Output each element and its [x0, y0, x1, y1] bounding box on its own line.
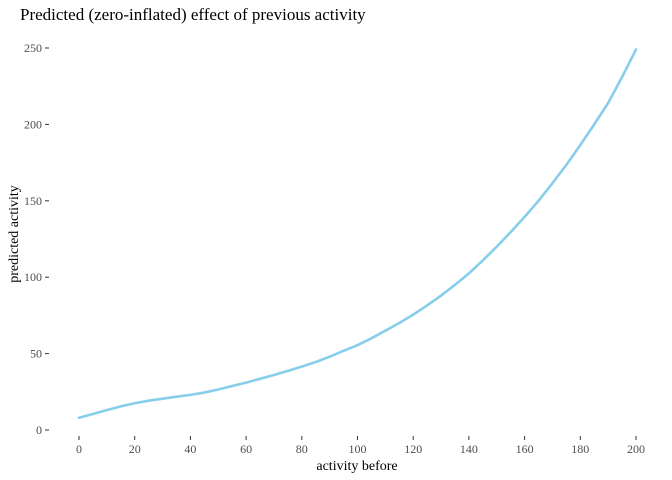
x-tick-label: 140 — [460, 442, 478, 456]
y-tick-label: 50 — [30, 347, 42, 361]
x-tick-label: 160 — [516, 442, 534, 456]
y-tick-label: 250 — [24, 41, 42, 55]
series-line — [77, 48, 638, 420]
y-tick-label: 100 — [24, 270, 42, 284]
plot-area — [77, 48, 638, 420]
axis-ticks: 0 20 40 60 80 100 120 140 160 180 200 0 50 100 150 200 2… — [24, 41, 645, 456]
y-tick-label: 200 — [24, 117, 42, 131]
x-tick-label: 20 — [129, 442, 141, 456]
x-tick-label: 40 — [184, 442, 196, 456]
x-axis-label: activity before — [316, 459, 397, 474]
x-tick-label: 200 — [627, 442, 645, 456]
x-tick-label: 120 — [404, 442, 422, 456]
chart-title: Predicted (zero-inflated) effect of prev… — [20, 5, 366, 24]
x-tick-label: 180 — [571, 442, 589, 456]
x-tick-label: 100 — [349, 442, 367, 456]
x-tick-label: 80 — [296, 442, 308, 456]
y-axis-label: predicted activity — [7, 185, 22, 283]
y-tick-label: 0 — [36, 423, 42, 437]
x-tick-label: 60 — [240, 442, 252, 456]
x-tick-label: 0 — [76, 442, 82, 456]
y-tick-label: 150 — [24, 194, 42, 208]
